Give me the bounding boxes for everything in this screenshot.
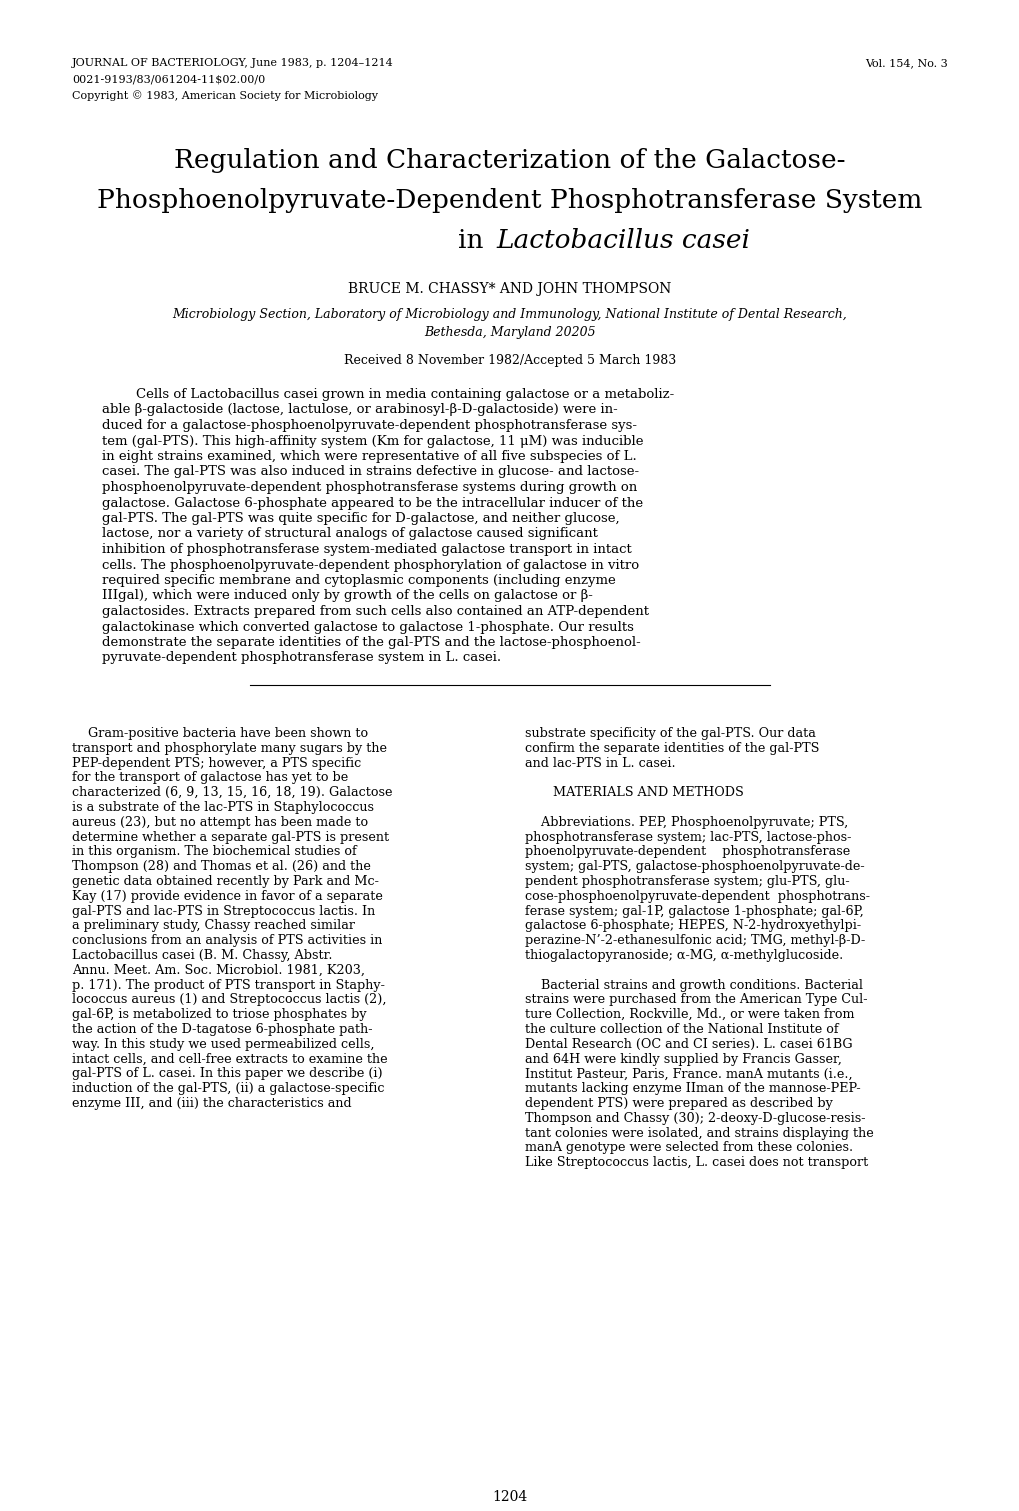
- Text: phosphoenolpyruvate-dependent phosphotransferase systems during growth on: phosphoenolpyruvate-dependent phosphotra…: [102, 480, 637, 494]
- Text: galactose 6-phosphate; HEPES, N-2-hydroxyethylpi-: galactose 6-phosphate; HEPES, N-2-hydrox…: [525, 919, 860, 932]
- Text: Vol. 154, No. 3: Vol. 154, No. 3: [864, 57, 947, 68]
- Text: cose-phosphoenolpyruvate-dependent  phosphotrans-: cose-phosphoenolpyruvate-dependent phosp…: [525, 890, 869, 902]
- Text: galactokinase which converted galactose to galactose 1-phosphate. Our results: galactokinase which converted galactose …: [102, 621, 633, 633]
- Text: Thompson (28) and Thomas et al. (26) and the: Thompson (28) and Thomas et al. (26) and…: [72, 860, 371, 873]
- Text: and lac-PTS in L. casei.: and lac-PTS in L. casei.: [525, 757, 675, 769]
- Text: genetic data obtained recently by Park and Mc-: genetic data obtained recently by Park a…: [72, 875, 378, 888]
- Text: Lactobacillus casei (B. M. Chassy, Abstr.: Lactobacillus casei (B. M. Chassy, Abstr…: [72, 949, 332, 963]
- Text: phoenolpyruvate-dependent    phosphotransferase: phoenolpyruvate-dependent phosphotransfe…: [525, 845, 850, 858]
- Text: characterized (6, 9, 13, 15, 16, 18, 19). Galactose: characterized (6, 9, 13, 15, 16, 18, 19)…: [72, 786, 392, 799]
- Text: Received 8 November 1982/Accepted 5 March 1983: Received 8 November 1982/Accepted 5 Marc…: [343, 354, 676, 367]
- Text: ferase system; gal-1P, galactose 1-phosphate; gal-6P,: ferase system; gal-1P, galactose 1-phosp…: [525, 905, 863, 917]
- Text: tem (gal-PTS). This high-affinity system (Km for galactose, 11 μM) was inducible: tem (gal-PTS). This high-affinity system…: [102, 435, 643, 447]
- Text: Annu. Meet. Am. Soc. Microbiol. 1981, K203,: Annu. Meet. Am. Soc. Microbiol. 1981, K2…: [72, 964, 365, 976]
- Text: in eight strains examined, which were representative of all five subspecies of L: in eight strains examined, which were re…: [102, 450, 636, 462]
- Text: galactose. Galactose 6-phosphate appeared to be the intracellular inducer of the: galactose. Galactose 6-phosphate appeare…: [102, 497, 643, 509]
- Text: IIIgal), which were induced only by growth of the cells on galactose or β-: IIIgal), which were induced only by grow…: [102, 589, 592, 603]
- Text: Copyright © 1983, American Society for Microbiology: Copyright © 1983, American Society for M…: [72, 91, 378, 101]
- Text: Bethesda, Maryland 20205: Bethesda, Maryland 20205: [424, 326, 595, 338]
- Text: lococcus aureus (1) and Streptococcus lactis (2),: lococcus aureus (1) and Streptococcus la…: [72, 993, 386, 1006]
- Text: and 64H were kindly supplied by Francis Gasser,: and 64H were kindly supplied by Francis …: [525, 1053, 841, 1065]
- Text: perazine-N’-2-ethanesulfonic acid; TMG, methyl-β-D-: perazine-N’-2-ethanesulfonic acid; TMG, …: [525, 934, 864, 947]
- Text: thiogalactopyranoside; α-MG, α-methylglucoside.: thiogalactopyranoside; α-MG, α-methylglu…: [525, 949, 843, 963]
- Text: manA genotype were selected from these colonies.: manA genotype were selected from these c…: [525, 1141, 852, 1154]
- Text: for the transport of galactose has yet to be: for the transport of galactose has yet t…: [72, 772, 347, 784]
- Text: induction of the gal-PTS, (ii) a galactose-specific: induction of the gal-PTS, (ii) a galacto…: [72, 1082, 384, 1095]
- Text: in: in: [458, 228, 491, 252]
- Text: ture Collection, Rockville, Md., or were taken from: ture Collection, Rockville, Md., or were…: [525, 1008, 854, 1021]
- Text: Abbreviations. PEP, Phosphoenolpyruvate; PTS,: Abbreviations. PEP, Phosphoenolpyruvate;…: [525, 816, 848, 830]
- Text: inhibition of phosphotransferase system-mediated galactose transport in intact: inhibition of phosphotransferase system-…: [102, 542, 631, 556]
- Text: Like Streptococcus lactis, L. casei does not transport: Like Streptococcus lactis, L. casei does…: [525, 1156, 867, 1170]
- Text: phosphotransferase system; lac-PTS, lactose-phos-: phosphotransferase system; lac-PTS, lact…: [525, 831, 851, 843]
- Text: confirm the separate identities of the gal-PTS: confirm the separate identities of the g…: [525, 742, 818, 756]
- Text: gal-PTS. The gal-PTS was quite specific for D-galactose, and neither glucose,: gal-PTS. The gal-PTS was quite specific …: [102, 512, 619, 524]
- Text: demonstrate the separate identities of the gal-PTS and the lactose-phosphoenol-: demonstrate the separate identities of t…: [102, 636, 640, 650]
- Text: MATERIALS AND METHODS: MATERIALS AND METHODS: [525, 786, 743, 799]
- Text: gal-PTS and lac-PTS in Streptococcus lactis. In: gal-PTS and lac-PTS in Streptococcus lac…: [72, 905, 375, 917]
- Text: Microbiology Section, Laboratory of Microbiology and Immunology, National Instit: Microbiology Section, Laboratory of Micr…: [172, 308, 847, 320]
- Text: required specific membrane and cytoplasmic components (including enzyme: required specific membrane and cytoplasm…: [102, 574, 615, 586]
- Text: system; gal-PTS, galactose-phosphoenolpyruvate-de-: system; gal-PTS, galactose-phosphoenolpy…: [525, 860, 864, 873]
- Text: Gram-positive bacteria have been shown to: Gram-positive bacteria have been shown t…: [72, 727, 368, 740]
- Text: pyruvate-dependent phosphotransferase system in L. casei.: pyruvate-dependent phosphotransferase sy…: [102, 651, 500, 665]
- Text: JOURNAL OF BACTERIOLOGY, June 1983, p. 1204–1214: JOURNAL OF BACTERIOLOGY, June 1983, p. 1…: [72, 57, 393, 68]
- Text: Kay (17) provide evidence in favor of a separate: Kay (17) provide evidence in favor of a …: [72, 890, 382, 902]
- Text: galactosides. Extracts prepared from such cells also contained an ATP-dependent: galactosides. Extracts prepared from suc…: [102, 604, 648, 618]
- Text: PEP-dependent PTS; however, a PTS specific: PEP-dependent PTS; however, a PTS specif…: [72, 757, 361, 769]
- Text: gal-6P, is metabolized to triose phosphates by: gal-6P, is metabolized to triose phospha…: [72, 1008, 366, 1021]
- Text: casei. The gal-PTS was also induced in strains defective in glucose- and lactose: casei. The gal-PTS was also induced in s…: [102, 465, 639, 479]
- Text: strains were purchased from the American Type Cul-: strains were purchased from the American…: [525, 993, 866, 1006]
- Text: enzyme III, and (iii) the characteristics and: enzyme III, and (iii) the characteristic…: [72, 1097, 352, 1111]
- Text: way. In this study we used permeabilized cells,: way. In this study we used permeabilized…: [72, 1038, 374, 1050]
- Text: aureus (23), but no attempt has been made to: aureus (23), but no attempt has been mad…: [72, 816, 368, 830]
- Text: pendent phosphotransferase system; glu-PTS, glu-: pendent phosphotransferase system; glu-P…: [525, 875, 849, 888]
- Text: Regulation and Characterization of the Galactose-: Regulation and Characterization of the G…: [174, 148, 845, 172]
- Text: lactose, nor a variety of structural analogs of galactose caused significant: lactose, nor a variety of structural ana…: [102, 527, 597, 541]
- Text: intact cells, and cell-free extracts to examine the: intact cells, and cell-free extracts to …: [72, 1053, 387, 1065]
- Text: tant colonies were isolated, and strains displaying the: tant colonies were isolated, and strains…: [525, 1127, 873, 1139]
- Text: a preliminary study, Chassy reached similar: a preliminary study, Chassy reached simi…: [72, 919, 355, 932]
- Text: the action of the D-tagatose 6-phosphate path-: the action of the D-tagatose 6-phosphate…: [72, 1023, 372, 1037]
- Text: mutants lacking enzyme IIman of the mannose-PEP-: mutants lacking enzyme IIman of the mann…: [525, 1082, 860, 1095]
- Text: dependent PTS) were prepared as described by: dependent PTS) were prepared as describe…: [525, 1097, 833, 1111]
- Text: 1204: 1204: [492, 1490, 527, 1503]
- Text: transport and phosphorylate many sugars by the: transport and phosphorylate many sugars …: [72, 742, 386, 756]
- Text: able β-galactoside (lactose, lactulose, or arabinosyl-β-D-galactoside) were in-: able β-galactoside (lactose, lactulose, …: [102, 403, 618, 417]
- Text: Lactobacillus casei: Lactobacillus casei: [495, 228, 749, 252]
- Text: Institut Pasteur, Paris, France. manA mutants (i.e.,: Institut Pasteur, Paris, France. manA mu…: [525, 1067, 852, 1080]
- Text: Dental Research (OC and CI series). L. casei 61BG: Dental Research (OC and CI series). L. c…: [525, 1038, 852, 1050]
- Text: 0021-9193/83/061204-11$02.00/0: 0021-9193/83/061204-11$02.00/0: [72, 74, 265, 85]
- Text: duced for a galactose-phosphoenolpyruvate-dependent phosphotransferase sys-: duced for a galactose-phosphoenolpyruvat…: [102, 419, 637, 432]
- Text: Cells of Lactobacillus casei grown in media containing galactose or a metaboliz-: Cells of Lactobacillus casei grown in me…: [102, 388, 674, 400]
- Text: in this organism. The biochemical studies of: in this organism. The biochemical studie…: [72, 845, 357, 858]
- Text: BRUCE M. CHASSY* AND JOHN THOMPSON: BRUCE M. CHASSY* AND JOHN THOMPSON: [347, 283, 672, 296]
- Text: Phosphoenolpyruvate-Dependent Phosphotransferase System: Phosphoenolpyruvate-Dependent Phosphotra…: [97, 187, 922, 213]
- Text: substrate specificity of the gal-PTS. Our data: substrate specificity of the gal-PTS. Ou…: [525, 727, 815, 740]
- Text: gal-PTS of L. casei. In this paper we describe (i): gal-PTS of L. casei. In this paper we de…: [72, 1067, 382, 1080]
- Text: Bacterial strains and growth conditions. Bacterial: Bacterial strains and growth conditions.…: [525, 979, 862, 991]
- Text: Thompson and Chassy (30); 2-deoxy-D-glucose-resis-: Thompson and Chassy (30); 2-deoxy-D-gluc…: [525, 1112, 865, 1124]
- Text: conclusions from an analysis of PTS activities in: conclusions from an analysis of PTS acti…: [72, 934, 382, 947]
- Text: the culture collection of the National Institute of: the culture collection of the National I…: [525, 1023, 838, 1037]
- Text: determine whether a separate gal-PTS is present: determine whether a separate gal-PTS is …: [72, 831, 388, 843]
- Text: is a substrate of the lac-PTS in Staphylococcus: is a substrate of the lac-PTS in Staphyl…: [72, 801, 374, 814]
- Text: cells. The phosphoenolpyruvate-dependent phosphorylation of galactose in vitro: cells. The phosphoenolpyruvate-dependent…: [102, 559, 639, 571]
- Text: p. 171). The product of PTS transport in Staphy-: p. 171). The product of PTS transport in…: [72, 979, 384, 991]
